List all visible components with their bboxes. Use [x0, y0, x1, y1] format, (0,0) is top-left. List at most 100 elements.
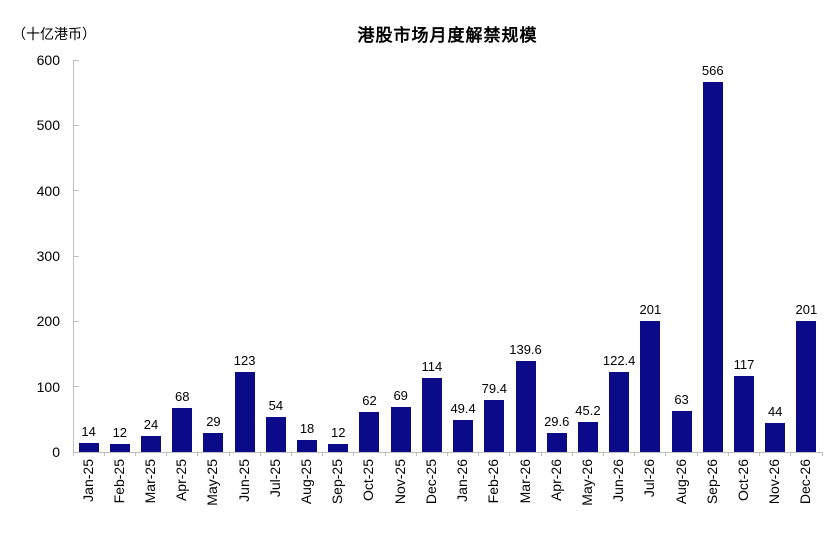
bar-Feb-26	[484, 400, 505, 452]
y-axis-label: 600	[36, 52, 60, 68]
x-axis-label: Mar-26	[516, 459, 533, 504]
x-axis-label: Jan-25	[79, 459, 96, 502]
y-axis-tick	[74, 320, 79, 322]
x-axis-label: Dec-25	[422, 459, 439, 505]
y-axis-label: 100	[36, 378, 60, 395]
bar-value-label: 18	[299, 421, 315, 437]
bar-value-label: 29	[206, 414, 221, 430]
x-axis-label: Jul-25	[266, 459, 283, 498]
x-axis-tick	[384, 452, 386, 456]
y-axis-line	[73, 60, 74, 452]
bar-value-label: 122.4	[602, 353, 636, 369]
bar-value-label: 63	[674, 391, 689, 407]
x-axis-tick	[72, 452, 74, 456]
x-axis-label: Nov-26	[766, 459, 783, 505]
bar-Jan-25	[78, 442, 99, 452]
bar-Aug-25	[297, 440, 318, 452]
bar-value-label: 123	[233, 352, 256, 368]
x-axis-tick	[197, 452, 199, 456]
x-axis-tick	[228, 452, 230, 456]
bar-value-label: 139.6	[509, 341, 542, 357]
bar-value-label: 62	[362, 392, 377, 408]
x-axis-label: Sep-26	[703, 459, 720, 505]
chart-title: 港股市场月度解禁规模	[357, 26, 538, 45]
bar-value-label: 68	[174, 388, 190, 404]
x-axis-tick	[759, 452, 761, 456]
x-axis-label: Feb-25	[110, 459, 127, 504]
x-axis-tick	[634, 452, 636, 456]
y-axis-label: 0	[52, 444, 60, 460]
x-axis-tick	[447, 452, 448, 456]
bar-value-label: 69	[393, 387, 408, 403]
bar-value-label: 566	[701, 63, 724, 79]
x-axis-label: Jun-26	[610, 459, 627, 502]
bar-Jun-26	[609, 372, 630, 452]
bar-Jul-25	[265, 416, 286, 452]
x-axis-label: Feb-26	[485, 459, 502, 504]
bar-value-label: 44	[767, 404, 783, 420]
x-axis-tick	[790, 452, 792, 456]
bar-Jan-26	[453, 419, 474, 452]
bar-value-label: 12	[331, 425, 346, 441]
x-axis-label: Oct-25	[360, 459, 377, 502]
bar-Feb-25	[109, 444, 130, 452]
bar-Dec-26	[796, 320, 817, 452]
x-axis-tick	[415, 452, 417, 456]
bar-value-label: 45.2	[575, 403, 601, 419]
y-axis-label: 500	[36, 117, 60, 134]
x-axis-label: Dec-26	[797, 459, 814, 505]
bar-value-label: 201	[639, 301, 662, 317]
x-axis-tick	[290, 452, 292, 456]
x-axis-tick	[603, 452, 605, 456]
x-axis-label: Jun-25	[235, 459, 252, 502]
bar-value-label: 79.4	[481, 381, 507, 397]
bar-value-label: 54	[268, 397, 284, 413]
bar-value-label: 12	[112, 425, 128, 441]
bar-Dec-25	[421, 377, 442, 452]
bar-value-label: 29.6	[544, 413, 570, 429]
y-axis-unit-label: （十亿港币）	[12, 26, 96, 42]
bar-Jun-25	[234, 371, 255, 452]
y-axis-label: 200	[36, 313, 60, 330]
x-axis-tick	[322, 452, 324, 456]
x-axis-tick	[571, 452, 573, 456]
x-axis-tick	[665, 452, 667, 456]
y-axis-label: 300	[36, 248, 60, 264]
bar-value-label: 14	[81, 423, 96, 439]
y-axis-tick	[74, 386, 79, 388]
bar-value-label: 114	[421, 358, 443, 374]
bar-Sep-25	[328, 444, 349, 452]
x-axis-tick	[134, 452, 136, 456]
bar-Aug-26	[671, 410, 692, 452]
bar-Nov-25	[390, 406, 411, 452]
bar-Oct-25	[359, 411, 380, 452]
x-axis-tick	[103, 452, 105, 456]
bar-Mar-25	[141, 436, 162, 452]
x-axis-label: Nov-25	[391, 459, 408, 505]
x-axis-tick	[353, 452, 355, 456]
x-axis-tick	[478, 452, 480, 456]
y-axis-tick	[74, 255, 79, 257]
x-axis-tick	[821, 452, 823, 456]
y-axis-tick	[74, 451, 79, 453]
x-axis-label: Apr-25	[173, 459, 190, 502]
y-axis-tick	[74, 59, 79, 61]
x-axis-tick	[696, 452, 698, 456]
bar-Sep-26	[702, 82, 723, 452]
y-axis-tick-labels: 0 100 200 300 400 500 600	[0, 52, 60, 460]
x-axis-label: Aug-26	[672, 459, 689, 505]
x-axis-tick	[727, 452, 729, 456]
x-axis-tick	[509, 452, 511, 456]
x-axis-label: Mar-25	[142, 459, 159, 504]
x-axis-label: Oct-26	[734, 459, 751, 502]
bar-May-26	[577, 422, 598, 452]
bar-Nov-26	[765, 423, 786, 452]
x-axis-label: May-26	[578, 459, 595, 506]
bar-Jul-26	[640, 320, 661, 452]
x-axis-label: Sep-25	[329, 459, 346, 505]
bar-Oct-26	[733, 375, 754, 452]
y-axis-tick	[74, 124, 79, 126]
x-axis-label: Jul-26	[641, 459, 658, 498]
x-axis-tick-labels: Jan-25 Feb-25 Mar-25 Apr-25 May-25 Jun-25 Jul-…	[73, 459, 822, 539]
